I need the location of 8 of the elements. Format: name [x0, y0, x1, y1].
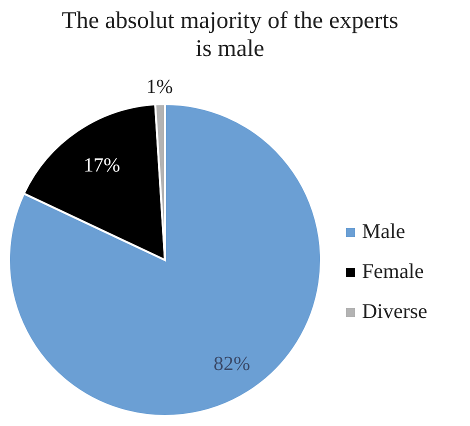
data-label: 82% [214, 352, 250, 375]
legend-label: Male [362, 218, 406, 243]
pie-slice [8, 103, 322, 417]
data-label: 1% [146, 76, 173, 98]
data-label: 17% [84, 154, 120, 177]
chart-title: The absolut majority of the experts is male [62, 8, 398, 62]
legend-label: Diverse [362, 298, 428, 323]
legend-label: Female [362, 258, 424, 283]
